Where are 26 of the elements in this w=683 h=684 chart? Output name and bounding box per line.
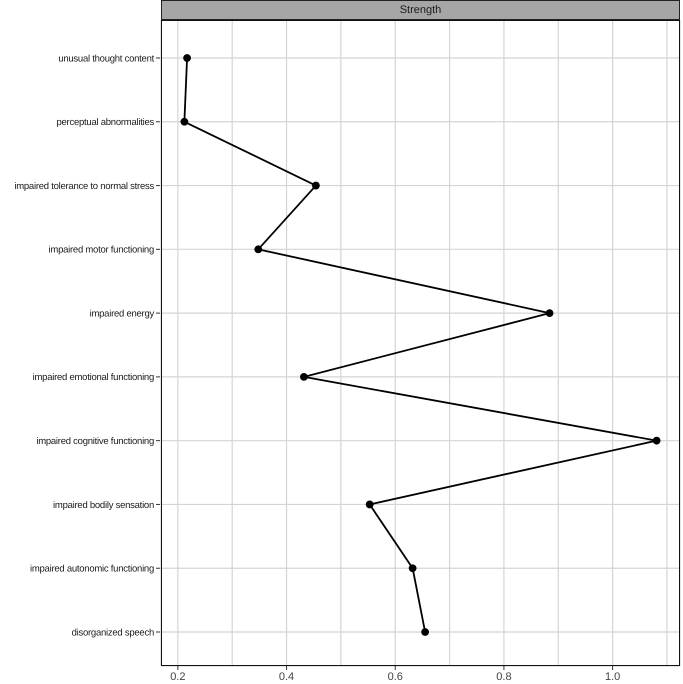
x-tick-label: 0.8: [496, 671, 512, 683]
point: [652, 436, 661, 445]
y-tick-label: impaired emotional functioning: [32, 372, 154, 384]
y-tick-label: impaired tolerance to normal stress: [14, 180, 154, 192]
y-tick-label: unusual thought content: [58, 53, 155, 64]
point: [183, 54, 191, 62]
point: [312, 182, 320, 190]
y-tick-label: impaired motor functioning: [48, 244, 154, 256]
point: [180, 118, 188, 126]
chart-title: Strength: [161, 0, 680, 20]
point: [366, 500, 374, 508]
x-tick-label: 0.2: [170, 671, 186, 683]
x-tick-label: 1.0: [604, 671, 620, 683]
y-tick-label: perceptual abnormalities: [56, 117, 154, 128]
y-tick-label: impaired autonomic functioning: [30, 564, 154, 575]
point: [408, 564, 417, 572]
point: [421, 628, 430, 636]
y-tick-label: disorganized speech: [72, 627, 154, 638]
y-tick-label: impaired energy: [90, 308, 154, 320]
y-tick-label: impaired bodily sensation: [53, 500, 154, 511]
point: [300, 372, 308, 381]
point: [546, 309, 554, 318]
x-tick-label: 0.6: [388, 671, 403, 683]
x-tick-label: 0.4: [278, 671, 294, 683]
y-tick-label: impaired cognitive functioning: [36, 436, 154, 447]
point: [254, 245, 262, 254]
